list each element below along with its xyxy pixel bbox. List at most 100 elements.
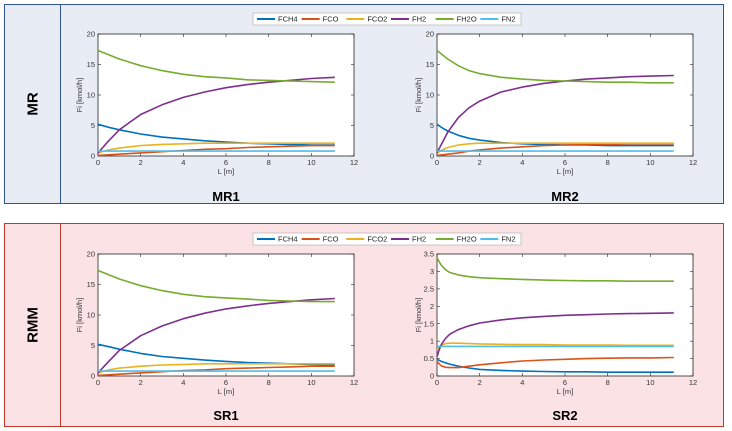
y-tick-label: 15: [87, 280, 95, 289]
series-line-fh2o: [97, 269, 335, 303]
y-tick-label: 0: [430, 372, 434, 381]
x-tick-label: 10: [307, 158, 315, 167]
legend-label-fh2: FH2: [412, 235, 426, 244]
y-tick-label: 2: [430, 302, 434, 311]
x-tick-label: 6: [224, 378, 228, 387]
legend-label-fn2: FN2: [501, 235, 515, 244]
y-tick-label: 0: [430, 152, 434, 161]
x-tick-label: 12: [689, 158, 697, 167]
series-line-fh2o: [436, 49, 674, 84]
y-tick-label: 3: [430, 267, 434, 276]
legend-label-fco2: FCO2: [367, 15, 387, 24]
legend-label-fh2o: FH2O: [457, 235, 477, 244]
series-line-fch4: [436, 358, 674, 374]
y-tick-label: 0: [91, 152, 95, 161]
x-axis-label: L [m]: [218, 167, 234, 176]
y-axis-label: Fi [kmol/h]: [414, 78, 423, 113]
x-tick-label: 0: [96, 378, 100, 387]
y-tick-label: 20: [87, 30, 95, 39]
legend-label-fh2: FH2: [412, 15, 426, 24]
series-line-fco2: [436, 342, 674, 351]
x-tick-label: 8: [606, 378, 610, 387]
chart-sr1: 0 5 10 15 20 0 2 4 6 8 10 12 L [m] Fi [kmol/h] SR1: [75, 250, 358, 423]
x-tick-label: 6: [563, 378, 567, 387]
y-tick-label: 10: [87, 91, 95, 100]
x-axis-label: L [m]: [557, 387, 573, 396]
y-axis-label: Fi [kmol/h]: [414, 298, 423, 333]
series-line-fco2: [436, 142, 674, 154]
y-tick-label: 1: [430, 337, 434, 346]
legend-mr: FCH4 FCO FCO2 FH2 FH2O FN2: [252, 12, 522, 26]
series-line-fh2o: [436, 257, 674, 283]
legend-label-fch4: FCH4: [278, 235, 298, 244]
legend-label-fco2: FCO2: [367, 235, 387, 244]
y-tick-label: 3.5: [424, 250, 434, 259]
chart-title: MR1: [212, 189, 239, 204]
x-tick-label: 10: [307, 378, 315, 387]
y-tick-label: 0.5: [424, 354, 434, 363]
x-tick-label: 8: [606, 158, 610, 167]
x-tick-label: 0: [435, 158, 439, 167]
x-tick-label: 12: [689, 378, 697, 387]
y-axis-label: Fi [kmol/h]: [75, 298, 84, 333]
plot-area: [97, 253, 355, 377]
series-line-fco: [436, 356, 674, 369]
x-tick-label: 12: [350, 158, 358, 167]
y-axis-label: Fi [kmol/h]: [75, 78, 84, 113]
x-tick-label: 0: [435, 378, 439, 387]
x-tick-label: 4: [181, 158, 185, 167]
legend-label-fco: FCO: [323, 235, 339, 244]
legend-label-fn2: FN2: [501, 15, 515, 24]
series-line-fh2: [436, 74, 674, 154]
y-tick-label: 5: [430, 121, 434, 130]
chart-title: SR1: [213, 408, 238, 423]
y-tick-label: 5: [91, 341, 95, 350]
series-line-fh2: [436, 312, 674, 358]
chart-mr1: 0 5 10 15 20 0 2 4 6 8 10 12 L [m] Fi [kmol/h] MR1: [75, 30, 358, 204]
legend-rmm: FCH4 FCO FCO2 FH2 FH2O FN2: [252, 232, 522, 246]
y-tick-label: 2.5: [424, 284, 434, 293]
series-line-fco: [97, 144, 335, 157]
x-tick-label: 6: [224, 158, 228, 167]
x-axis-label: L [m]: [218, 387, 234, 396]
x-tick-label: 8: [267, 158, 271, 167]
x-tick-label: 12: [350, 378, 358, 387]
x-tick-label: 2: [139, 158, 143, 167]
x-tick-label: 8: [267, 378, 271, 387]
y-tick-label: 15: [87, 60, 95, 69]
x-tick-label: 2: [478, 158, 482, 167]
y-tick-label: 10: [426, 91, 434, 100]
y-tick-label: 10: [87, 311, 95, 320]
x-tick-label: 2: [478, 378, 482, 387]
chart-title: MR2: [551, 189, 578, 204]
legend-box: [252, 232, 522, 246]
x-tick-label: 4: [520, 378, 524, 387]
x-tick-label: 4: [520, 158, 524, 167]
x-tick-label: 0: [96, 158, 100, 167]
x-tick-label: 4: [181, 378, 185, 387]
x-tick-label: 2: [139, 378, 143, 387]
y-tick-label: 15: [426, 60, 434, 69]
chart-sr2: 0 0.5 1 1.5 2 2.5 3 3.5 0 2 4 6 8 10 12 L [m] Fi [kmol/h…: [414, 250, 697, 423]
plot-area: [97, 33, 355, 157]
x-tick-label: 10: [646, 378, 654, 387]
legend-label-fco: FCO: [323, 15, 339, 24]
series-line-fh2o: [97, 49, 335, 83]
y-tick-label: 1.5: [424, 319, 434, 328]
x-tick-label: 6: [563, 158, 567, 167]
legend-label-fh2o: FH2O: [457, 15, 477, 24]
chart-title: SR2: [552, 408, 577, 423]
x-tick-label: 10: [646, 158, 654, 167]
series-line-fco: [97, 365, 335, 377]
legend-label-fch4: FCH4: [278, 15, 298, 24]
y-tick-label: 20: [87, 250, 95, 259]
legend-box: [252, 12, 522, 26]
chart-mr2: 0 5 10 15 20 0 2 4 6 8 10 12 L [m] Fi [kmol/h] MR2: [414, 30, 697, 204]
y-tick-label: 20: [426, 30, 434, 39]
plot-area: [436, 33, 694, 157]
series-line-fco2: [97, 142, 335, 154]
series-line-fco2: [97, 362, 335, 374]
x-axis-label: L [m]: [557, 167, 573, 176]
y-tick-label: 0: [91, 372, 95, 381]
